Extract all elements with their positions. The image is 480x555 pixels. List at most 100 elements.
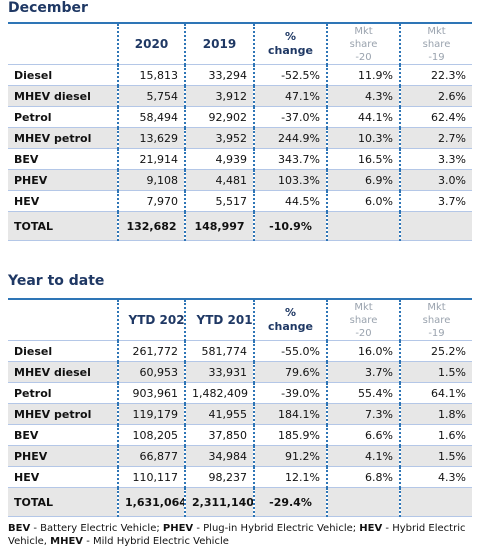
header-text: 2020 (134, 37, 169, 51)
cell: 62.4% (399, 106, 472, 128)
cell: 92,902 (184, 106, 254, 128)
cell: 13,629 (117, 127, 185, 149)
data-table: 2020 2019 % change Mkt share -20 Mkt share -… (8, 22, 472, 241)
cell: 3.7% (326, 361, 400, 383)
cell: 3.3% (399, 148, 472, 170)
header-cell: 2020 (117, 23, 185, 65)
table-row: Petrol 903,961 1,482,409 -39.0% 55.4% 64.1% (8, 382, 472, 404)
footnote-desc: - Hybrid Electric Vehicle, (8, 523, 466, 547)
header-cell: Mkt share -19 (399, 23, 472, 65)
row-label: Diesel (8, 340, 118, 362)
cell: 132,682 (117, 211, 185, 241)
cell: 3.7% (399, 190, 472, 212)
cell: 244.9% (253, 127, 327, 149)
header-text: 2019 (202, 37, 237, 51)
cell: 12.1% (253, 466, 327, 488)
cell: 7,970 (117, 190, 185, 212)
footnote-desc: - Mild Hybrid Electric Vehicle (83, 536, 229, 547)
cell: 903,961 (117, 382, 185, 404)
cell: 60,953 (117, 361, 185, 383)
cell: 119,179 (117, 403, 185, 425)
table-row: TOTAL 132,682 148,997 -10.9% (8, 211, 472, 241)
header-text: YTD 2020 (128, 313, 186, 327)
cell: 6.6% (326, 424, 400, 446)
cell: 6.9% (326, 169, 400, 191)
cell: -55.0% (253, 340, 327, 362)
cell: 4,481 (184, 169, 254, 191)
cell: 25.2% (399, 340, 472, 362)
table-row: BEV 108,205 37,850 185.9% 6.6% 1.6% (8, 424, 472, 446)
cell: 4,939 (184, 148, 254, 170)
table-body: Diesel 261,772 581,774 -55.0% 16.0% 25.2% MHEV… (8, 340, 472, 517)
data-table: YTD 2020 YTD 2019 % change Mkt share -20 Mkt… (8, 298, 472, 517)
cell: 15,813 (117, 64, 185, 86)
row-label: Diesel (8, 64, 118, 86)
row-label: HEV (8, 190, 118, 212)
row-label: Petrol (8, 106, 118, 128)
cell: 4.3% (399, 466, 472, 488)
cell: 581,774 (184, 340, 254, 362)
cell: 58,494 (117, 106, 185, 128)
cell: 1.6% (399, 424, 472, 446)
cell: 185.9% (253, 424, 327, 446)
cell: 2.7% (399, 127, 472, 149)
footnote-desc: - Battery Electric Vehicle; (30, 523, 163, 534)
header-cell: Mkt share -20 (326, 23, 400, 65)
cell: 3,912 (184, 85, 254, 107)
header-text: % change (268, 30, 313, 57)
footnote-abbr: PHEV (162, 523, 194, 534)
cell: 1,631,064 (117, 487, 185, 517)
empty-cell (399, 211, 472, 241)
cell: 66,877 (117, 445, 185, 467)
header-text: YTD 2019 (196, 313, 255, 327)
row-label: BEV (8, 424, 118, 446)
header-row: YTD 2020 YTD 2019 % change Mkt share -20 Mkt… (8, 299, 472, 341)
row-label: HEV (8, 466, 118, 488)
row-label: TOTAL (8, 487, 118, 517)
cell: 16.5% (326, 148, 400, 170)
footnote: BEV - Battery Electric Vehicle; PHEV - P… (8, 522, 472, 548)
table-row: HEV 7,970 5,517 44.5% 6.0% 3.7% (8, 190, 472, 212)
cell: -29.4% (253, 487, 327, 517)
cell: 6.0% (326, 190, 400, 212)
cell: 4.1% (326, 445, 400, 467)
footnote-desc: - Plug-in Hybrid Electric Vehicle; (193, 523, 360, 534)
cell: 9,108 (117, 169, 185, 191)
section-title: December (8, 0, 88, 16)
cell: 7.3% (326, 403, 400, 425)
empty-cell (326, 487, 400, 517)
cell: 91.2% (253, 445, 327, 467)
section-title: Year to date (8, 273, 105, 289)
table-row: MHEV petrol 119,179 41,955 184.1% 7.3% 1.8% (8, 403, 472, 425)
table-row: PHEV 66,877 34,984 91.2% 4.1% 1.5% (8, 445, 472, 467)
cell: 108,205 (117, 424, 185, 446)
header-text: Mkt share -19 (422, 301, 451, 339)
header-text: Mkt share -20 (349, 301, 378, 339)
table-head: 2020 2019 % change Mkt share -20 Mkt share -… (8, 23, 472, 65)
footnote-abbr: BEV (8, 523, 31, 534)
cell: -10.9% (253, 211, 327, 241)
cell: 64.1% (399, 382, 472, 404)
cell: 98,237 (184, 466, 254, 488)
header-text: Mkt share -20 (349, 25, 378, 63)
header-row: 2020 2019 % change Mkt share -20 Mkt share -… (8, 23, 472, 65)
header-cell: Mkt share -20 (326, 299, 400, 341)
header-text: % change (268, 306, 313, 333)
cell: 37,850 (184, 424, 254, 446)
row-label: PHEV (8, 169, 118, 191)
cell: 3.0% (399, 169, 472, 191)
cell: 79.6% (253, 361, 327, 383)
cell: 6.8% (326, 466, 400, 488)
cell: 3,952 (184, 127, 254, 149)
cell: -52.5% (253, 64, 327, 86)
header-cell: 2019 (184, 23, 254, 65)
cell: 1,482,409 (184, 382, 254, 404)
table-row: BEV 21,914 4,939 343.7% 16.5% 3.3% (8, 148, 472, 170)
cell: 5,754 (117, 85, 185, 107)
footnote-abbr: MHEV (50, 536, 84, 547)
table-body: Diesel 15,813 33,294 -52.5% 11.9% 22.3% MHEV d… (8, 64, 472, 241)
cell: 5,517 (184, 190, 254, 212)
cell: -39.0% (253, 382, 327, 404)
cell: 55.4% (326, 382, 400, 404)
